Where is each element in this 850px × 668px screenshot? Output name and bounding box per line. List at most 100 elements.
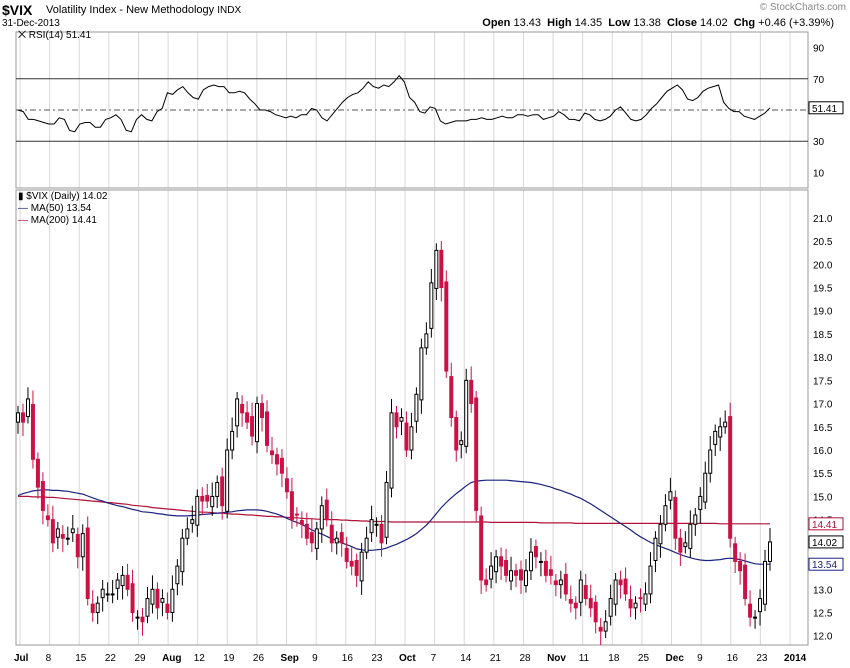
ma200-line	[18, 495, 770, 525]
candle-body	[110, 593, 115, 596]
x-tick-label: 16	[342, 653, 354, 664]
candle-body	[329, 524, 334, 544]
x-tick-label: 25	[638, 653, 650, 664]
high-value: 14.35	[574, 17, 603, 29]
candle-body	[434, 249, 439, 289]
x-tick-label: 2014	[784, 653, 807, 664]
candle-body	[220, 476, 225, 507]
quote-date: 31-Dec-2013	[2, 18, 60, 29]
candle-body	[80, 533, 85, 558]
x-tick-label: 12	[194, 653, 206, 664]
price-tick-label: 18.0	[813, 353, 833, 364]
candle-body	[409, 426, 414, 451]
price-tick-label: 18.5	[813, 330, 833, 341]
ohlc-summary: Open 13.43 High 14.35 Low 13.38 Close 14…	[482, 17, 834, 29]
candle-body	[753, 616, 758, 619]
candle-body	[294, 513, 299, 516]
candle-body	[444, 281, 449, 372]
candle-body	[568, 599, 573, 604]
candle-body	[758, 598, 763, 613]
candle-body	[170, 588, 175, 613]
candle-body	[728, 416, 733, 539]
candle-body	[250, 416, 255, 437]
candle-body	[265, 411, 270, 446]
candle-body	[309, 532, 314, 544]
candle-body	[523, 570, 528, 587]
candle-body	[598, 626, 603, 632]
x-tick-label: Aug	[162, 653, 181, 664]
candle-body	[469, 379, 474, 405]
candle-body	[713, 430, 718, 445]
candle-body	[60, 534, 65, 539]
candle-body	[155, 588, 160, 609]
candle-body	[668, 491, 673, 501]
candle-body	[514, 570, 519, 576]
candle-body	[683, 542, 688, 548]
x-axis: Jul 8 15 22 29 Aug 12 19 26 Sep 9 16 23 Oct 7 14 21 28 Nov…	[14, 32, 807, 664]
candle-body	[518, 569, 523, 581]
x-tick-label: 23	[756, 653, 768, 664]
candle-body	[314, 528, 319, 549]
candle-body	[190, 519, 195, 524]
candle-body	[65, 537, 70, 540]
vix-legend-text: $VIX (Daily) 14.02	[26, 191, 108, 202]
candle-body	[284, 478, 289, 493]
candle-body	[339, 532, 344, 544]
candle-body	[289, 491, 294, 521]
candle-body	[180, 537, 185, 573]
rsi-line	[17, 74, 771, 133]
candle-body	[105, 593, 110, 596]
high-label: High	[547, 17, 572, 29]
candle-body	[399, 417, 404, 422]
candle-body	[120, 574, 125, 587]
candle-body	[553, 580, 558, 586]
x-tick-label: Jul	[14, 653, 29, 664]
ma50-legend-swatch: —	[18, 203, 28, 214]
candle-body	[279, 457, 284, 474]
candle-body	[633, 602, 638, 609]
x-tick-label: 8	[46, 653, 52, 664]
candle-body	[90, 603, 95, 614]
candle-body	[150, 588, 155, 605]
x-tick-label: 23	[371, 653, 383, 664]
candle-body	[698, 495, 703, 510]
candle-body	[50, 519, 55, 544]
candle-body	[130, 583, 135, 614]
candle-body	[75, 534, 80, 558]
price-panel: 21.0 20.5 20.0 19.5 19.0 18.5 18.0 17.5 17.0 16.5…	[15, 189, 844, 646]
rsi-last-value-label: 51.41	[812, 104, 837, 115]
candle-body	[533, 546, 538, 558]
open-value: 13.43	[513, 17, 541, 29]
chg-label: Chg	[733, 17, 756, 29]
x-tick-label: Oct	[399, 653, 416, 664]
rsi-tick-label: 10	[813, 168, 825, 179]
x-tick-label: 7	[431, 653, 437, 664]
candle-body	[85, 527, 90, 600]
candle-body	[578, 579, 583, 603]
candle-body	[419, 347, 424, 401]
x-tick-label: 11	[579, 653, 590, 664]
candle-body	[628, 599, 633, 609]
symbol: $VIX	[2, 2, 33, 18]
close-last-value-box	[808, 535, 844, 549]
candle-body	[125, 574, 130, 590]
candle-body	[225, 449, 230, 512]
candle-body	[200, 495, 205, 502]
price-tick-label: 19.5	[813, 284, 833, 295]
candle-body	[235, 398, 240, 427]
candle-body	[618, 579, 623, 586]
candle-body	[678, 537, 683, 553]
candle-body	[304, 523, 309, 539]
candle-body	[334, 537, 339, 544]
candle-body	[658, 523, 663, 545]
ma200-legend-swatch: —	[18, 215, 28, 226]
candle-body	[100, 588, 105, 599]
candle-body	[548, 569, 553, 576]
candle-body	[623, 578, 628, 595]
candle-body	[245, 412, 250, 423]
candle-body	[673, 496, 678, 539]
price-tick-label: 20.5	[813, 237, 833, 248]
candle-body	[653, 537, 658, 562]
candle-body	[349, 560, 354, 567]
